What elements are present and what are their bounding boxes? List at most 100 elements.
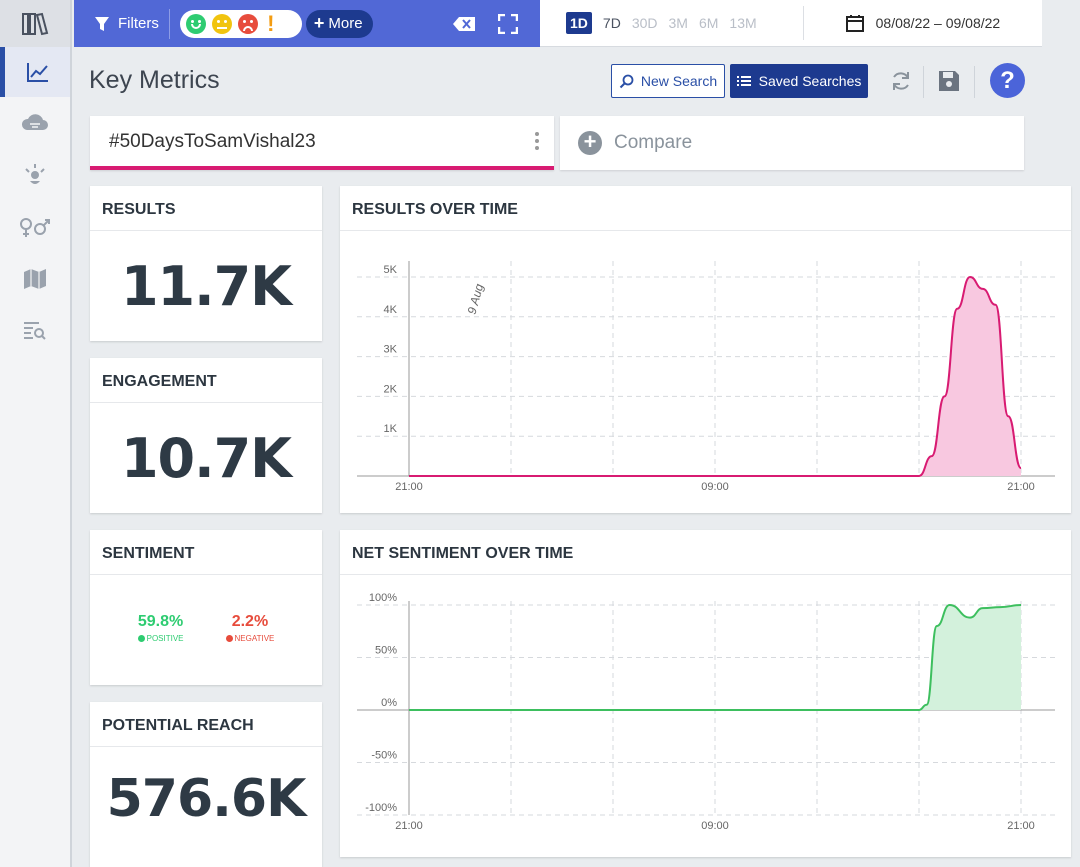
range-1d[interactable]: 1D [566,12,592,34]
y-tick-label: 50% [375,645,397,657]
cloud-icon [21,114,48,130]
filters-label: Filters [118,15,159,32]
y-tick-label: 100% [369,592,397,604]
y-tick-label: 1K [384,423,398,435]
range-30d[interactable]: 30D [631,15,658,31]
y-tick-label: -50% [371,750,397,762]
y-tick-label: -100% [365,802,397,814]
search-icon [619,74,634,88]
page-title: Key Metrics [89,66,220,94]
range-6m[interactable]: 6M [698,15,719,31]
range-3m[interactable]: 3M [668,15,688,31]
series-area [409,605,1021,710]
sentiment-card: SENTIMENT 59.8% POSITIVE 2.2% NEGATIVE [90,530,322,685]
chart-title: NET SENTIMENT OVER TIME [340,530,1071,575]
net-sentiment-card: NET SENTIMENT OVER TIME 100% 50% 0% -50% -10… [340,530,1071,857]
saved-searches-label: Saved Searches [758,73,862,89]
date-annotation: 9 Aug [465,282,487,316]
new-search-button[interactable]: New Search [611,64,725,98]
gender-icon [20,218,50,237]
new-search-label: New Search [640,73,718,89]
fullscreen-icon[interactable] [498,13,518,34]
trend-chart-icon [26,63,48,82]
more-label: More [328,15,363,32]
card-title: ENGAGEMENT [90,358,322,403]
plus-icon: + [313,13,325,33]
save-icon[interactable] [937,69,961,93]
negative-face-icon [225,635,233,642]
sentiment-filter[interactable]: ! [179,9,302,38]
date-picker[interactable]: 08/08/22 – 09/08/22 [845,14,1001,32]
compare-button[interactable]: + Compare [560,116,1024,170]
saved-searches-button[interactable]: Saved Searches [730,64,868,98]
engagement-value: 10.7K [120,427,292,490]
nav-geography[interactable] [0,253,70,305]
exclamation-icon[interactable]: ! [267,10,275,36]
x-tick-label: 21:00 [395,820,423,832]
compare-label: Compare [614,132,693,153]
influencer-icon [25,164,45,184]
date-range-text: 08/08/22 – 09/08/22 [875,15,1001,31]
nav-mentions[interactable] [0,305,70,357]
plus-circle-icon: + [578,131,602,155]
series-area [409,276,1021,476]
positive-sentiment: 59.8% POSITIVE [137,613,184,643]
negative-label: NEGATIVE [234,634,275,643]
divider [168,8,170,39]
x-tick-label: 09:00 [701,820,729,832]
chart-title: RESULTS OVER TIME [340,186,1071,231]
nav-influencers[interactable] [0,149,70,201]
nav-topics[interactable] [0,97,70,149]
reach-card: POTENTIAL REACH 576.6K [90,702,322,867]
y-tick-label: 4K [384,304,398,316]
calendar-icon [845,15,864,32]
positive-face-icon [137,635,145,642]
kebab-menu-icon[interactable] [535,132,539,150]
list-icon [736,76,751,86]
y-tick-label: 2K [384,383,398,395]
card-title: POTENTIAL REACH [90,702,322,747]
x-tick-label: 21:00 [1007,820,1035,832]
filter-bar: Filters ! + More [74,0,540,47]
filters-button[interactable]: Filters [94,15,159,32]
y-tick-label: 5K [384,264,398,276]
funnel-icon [95,16,109,31]
results-over-time-chart: 1K 2K 3K 4K 5K 21:00 09:00 21:00 9 Aug [357,261,1055,493]
search-query: #50DaysToSamVishal23 [109,131,316,152]
y-tick-label: 3K [384,344,398,356]
results-card: RESULTS 11.7K [90,186,322,341]
y-tick-label: 0% [381,697,397,709]
range-13m[interactable]: 13M [729,15,757,31]
clear-filters-icon[interactable] [452,16,476,32]
series-line [409,275,1022,478]
nav-key-metrics[interactable] [0,47,70,97]
library-icon[interactable] [0,0,70,47]
positive-value: 59.8% [137,613,184,630]
results-over-time-card: RESULTS OVER TIME 1K 2K 3K 4K 5K 21:00 09:00 21… [340,186,1071,513]
negative-value: 2.2% [231,613,269,630]
nav-demographics[interactable] [0,201,70,253]
positive-face-icon[interactable] [185,13,206,34]
range-7d[interactable]: 7D [602,15,621,31]
search-tab-active[interactable]: #50DaysToSamVishal23 [90,116,554,170]
refresh-icon[interactable] [889,69,913,93]
help-icon[interactable]: ? [990,63,1025,98]
engagement-card: ENGAGEMENT 10.7K [90,358,322,513]
negative-face-icon[interactable] [237,13,258,34]
reach-value: 576.6K [106,769,307,829]
negative-sentiment: 2.2% NEGATIVE [225,613,275,643]
map-icon [24,269,46,289]
neutral-face-icon[interactable] [211,13,232,34]
positive-label: POSITIVE [146,634,184,643]
list-search-icon [24,322,46,340]
divider [802,6,804,40]
card-title: SENTIMENT [90,530,322,575]
more-filters-button[interactable]: + More [305,9,373,38]
divider [974,66,975,98]
series-line [409,603,1022,711]
sidebar [0,0,72,867]
results-value: 11.7K [120,255,292,318]
x-tick-label: 09:00 [701,481,729,493]
x-tick-label: 21:00 [395,481,423,493]
card-title: RESULTS [90,186,322,231]
